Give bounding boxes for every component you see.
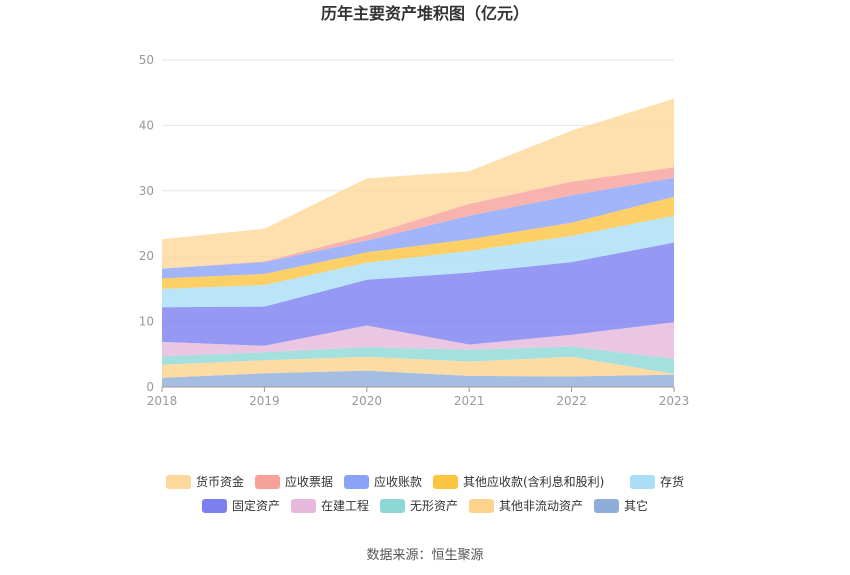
legend-item[interactable]: 存货 xyxy=(630,474,684,489)
legend-label: 其他应收款(含利息和股利) xyxy=(463,474,604,489)
y-tick-label: 40 xyxy=(139,118,154,132)
legend-swatch xyxy=(380,499,405,513)
axes: 2018 2019 2020 2021 2022 2023 xyxy=(147,386,690,408)
legend-item[interactable]: 固定资产 xyxy=(202,498,280,513)
legend-swatch xyxy=(594,499,619,513)
legend-item[interactable]: 其它 xyxy=(594,498,648,513)
area-应收票据 xyxy=(162,167,674,269)
area-无形资产 xyxy=(162,346,674,374)
x-tick-label: 2018 xyxy=(147,394,178,408)
area-其它 xyxy=(162,370,674,387)
area-其他非流动资产 xyxy=(162,356,674,378)
legend-label: 应收票据 xyxy=(285,474,333,489)
area-货币资金 xyxy=(162,98,674,269)
legend-label: 存货 xyxy=(660,474,684,489)
x-tick-label: 2023 xyxy=(659,394,690,408)
y-tick-label: 20 xyxy=(139,249,154,263)
legend-swatch xyxy=(166,475,191,489)
legend-swatch xyxy=(255,475,280,489)
x-tick-label: 2019 xyxy=(249,394,280,408)
legend-swatch xyxy=(291,499,316,513)
legend-item[interactable]: 无形资产 xyxy=(380,499,458,513)
legend-swatch xyxy=(433,475,458,489)
legend-swatch xyxy=(469,499,494,513)
y-tick-label: 0 xyxy=(146,380,154,394)
legend-label: 其它 xyxy=(624,498,648,513)
area-series xyxy=(162,98,674,387)
area-其他应收款(含利息和股利) xyxy=(162,196,674,289)
legend-item[interactable]: 其他非流动资产 xyxy=(469,499,583,513)
data-source: 数据来源：恒生聚源 xyxy=(366,548,483,563)
legend-item[interactable]: 货币资金 xyxy=(166,474,244,489)
legend-label: 固定资产 xyxy=(232,498,280,513)
legend-swatch xyxy=(202,499,227,513)
legend-item[interactable]: 应收账款 xyxy=(344,474,422,489)
legend-item[interactable]: 应收票据 xyxy=(255,474,333,489)
x-tick-label: 2021 xyxy=(454,394,485,408)
x-tick-label: 2020 xyxy=(352,394,383,408)
area-固定资产 xyxy=(162,242,674,346)
x-tick-label: 2022 xyxy=(556,394,587,408)
legend-swatch xyxy=(630,475,655,489)
legend-label: 无形资产 xyxy=(410,499,458,513)
y-tick-label: 10 xyxy=(139,315,154,329)
y-tick-label: 30 xyxy=(139,184,154,198)
area-在建工程 xyxy=(162,322,674,359)
area-存货 xyxy=(162,215,674,308)
legend-item[interactable]: 在建工程 xyxy=(291,498,369,513)
legend-swatch xyxy=(344,475,369,489)
y-tick-label: 50 xyxy=(139,53,154,67)
chart-title: 历年主要资产堆积图（亿元） xyxy=(321,4,529,23)
area-应收账款 xyxy=(162,177,674,279)
legend-label: 其他非流动资产 xyxy=(499,499,583,513)
legend-label: 货币资金 xyxy=(196,474,244,489)
legend-label: 应收账款 xyxy=(374,474,422,489)
legend-item[interactable]: 其他应收款(含利息和股利) xyxy=(433,474,604,489)
legend-label: 在建工程 xyxy=(321,498,369,513)
